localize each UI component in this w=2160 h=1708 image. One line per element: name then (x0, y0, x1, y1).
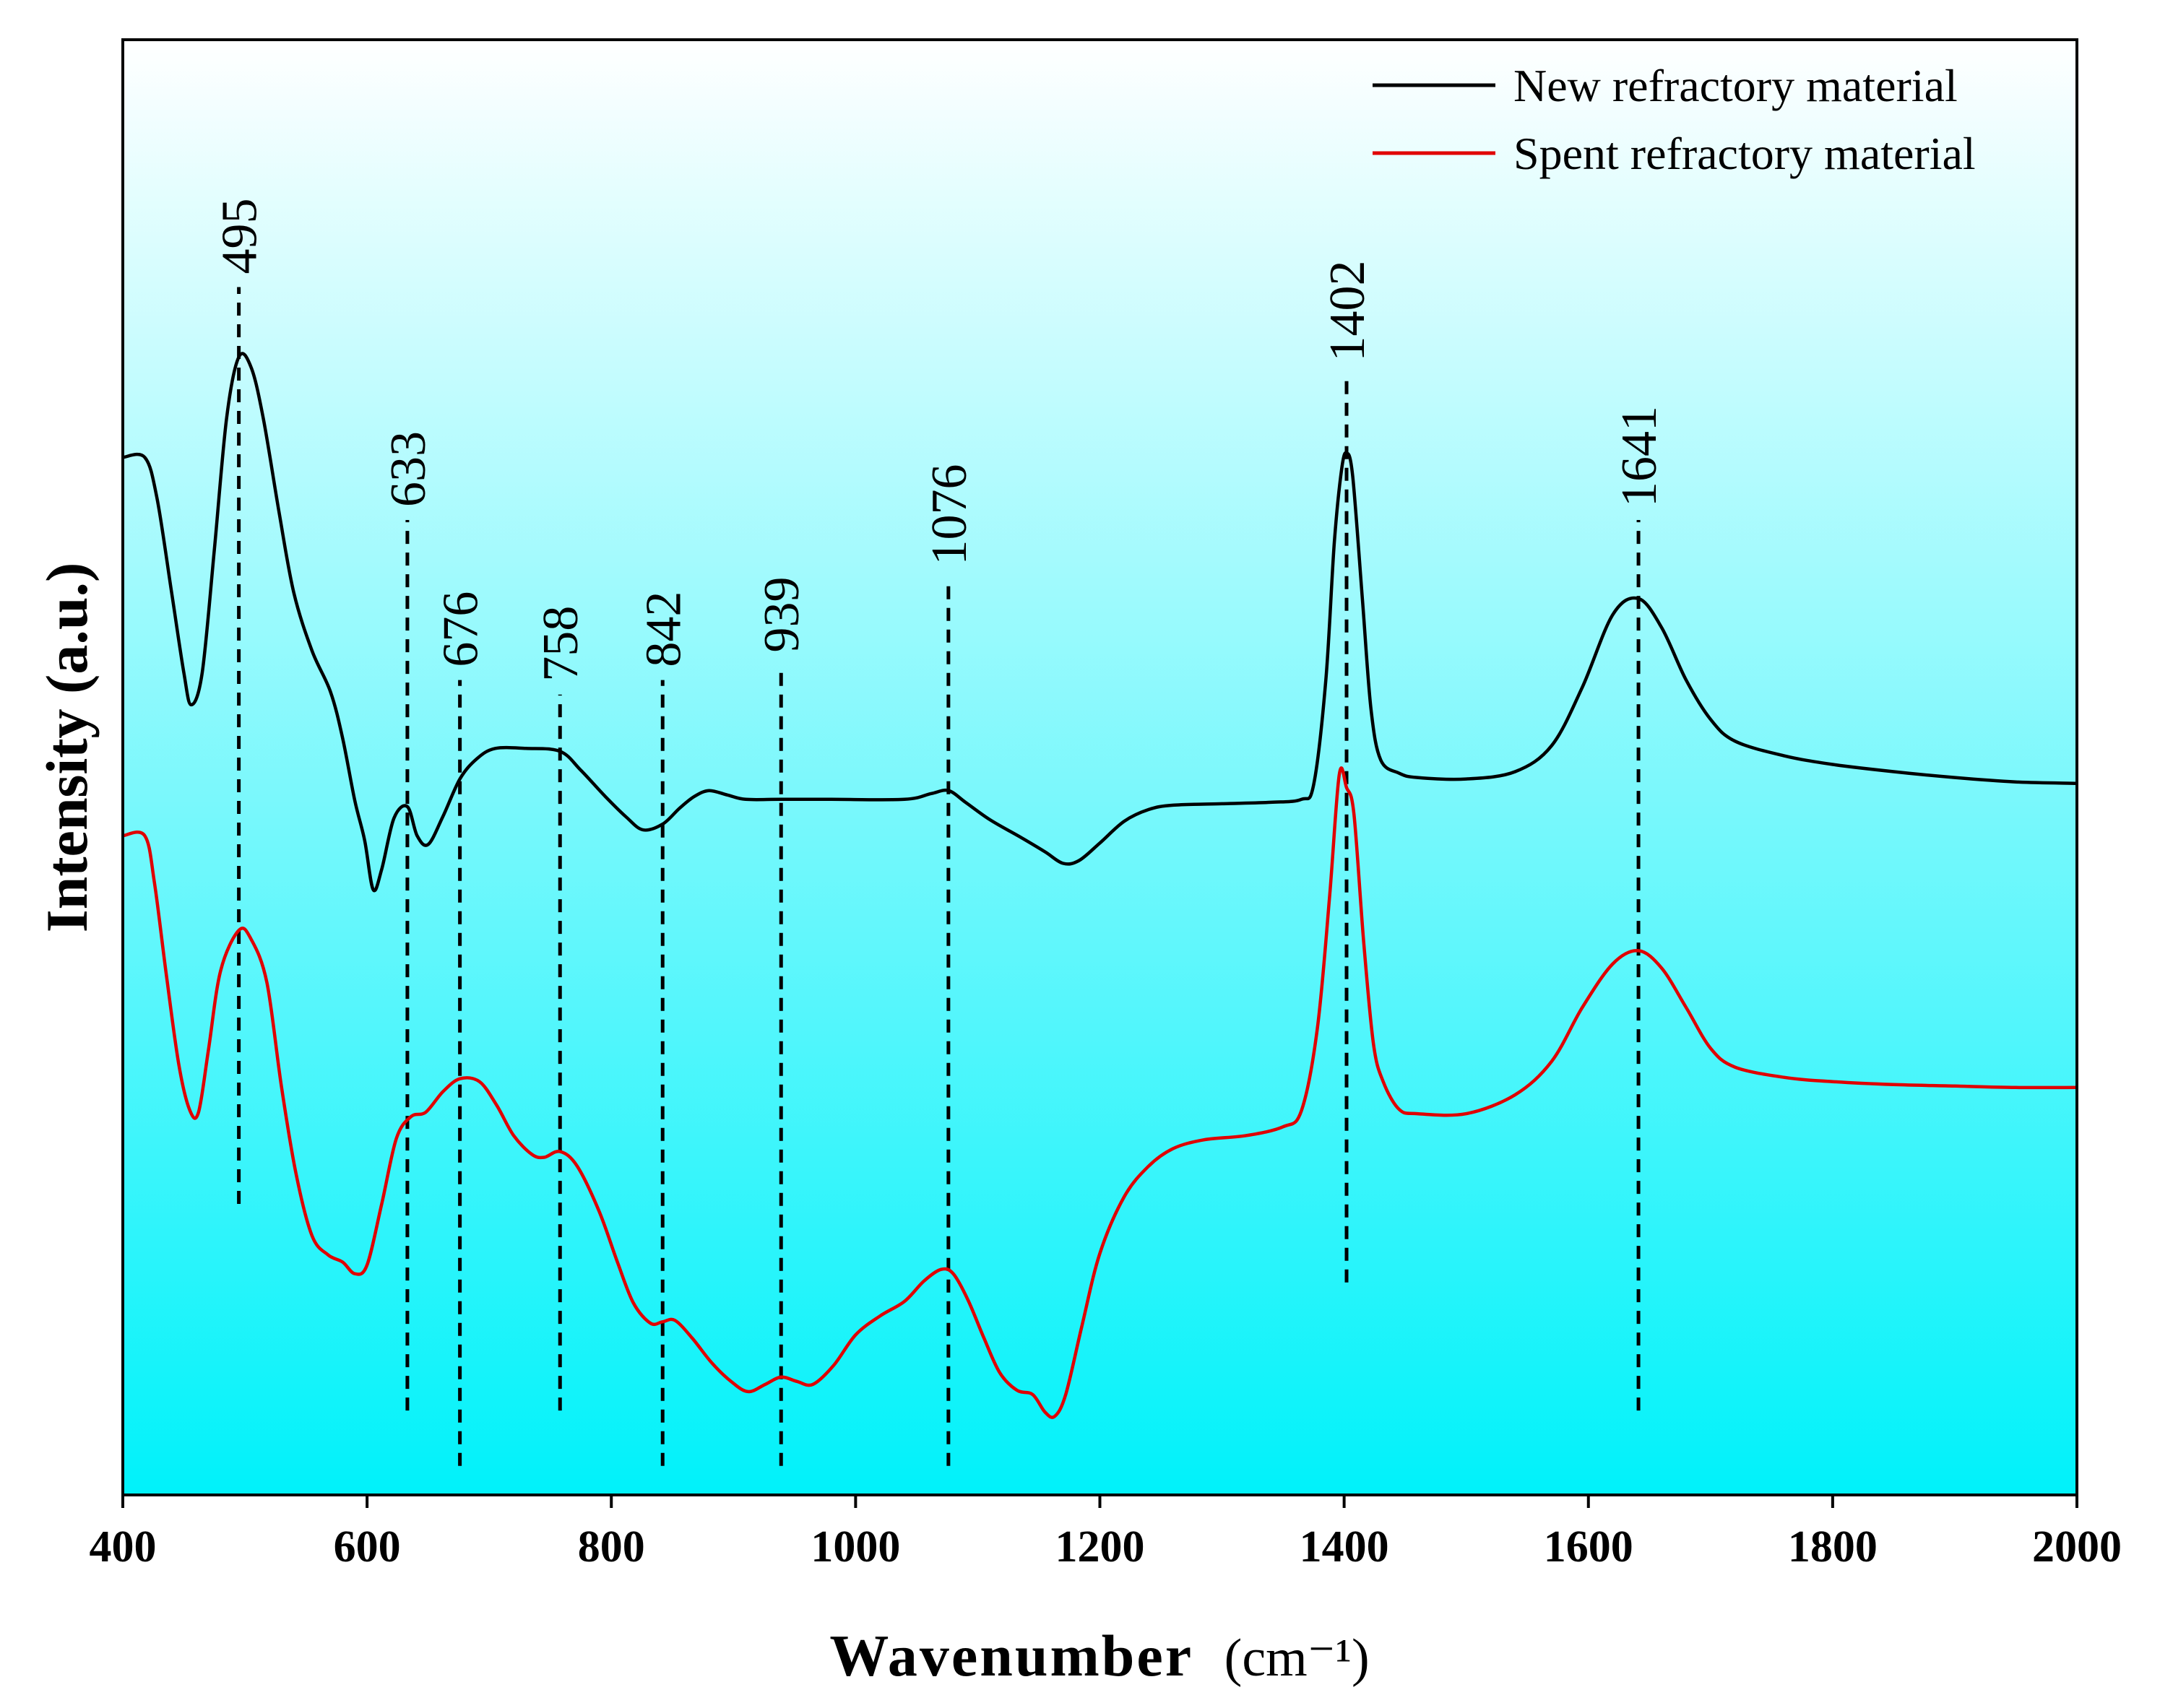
x-tick-label-600: 600 (334, 1522, 401, 1572)
x-tick-label-1200: 1200 (1055, 1522, 1145, 1572)
peak-label-1641: 1641 (1612, 406, 1667, 507)
legend: New refractory material Spent refractory… (1373, 60, 1976, 179)
series-line-new (122, 352, 2078, 893)
legend-label-new: New refractory material (1513, 60, 1958, 111)
series-lines (122, 352, 2078, 1419)
series-line-spent (122, 766, 2078, 1419)
x-axis-ticks: 400 600 800 1000 1200 1400 1600 1800 2000 (90, 1495, 2122, 1572)
x-tick-label-2000: 2000 (2032, 1522, 2122, 1572)
peak-label-676: 676 (433, 591, 489, 667)
x-axis-unit: (cm⁻¹) (1224, 1629, 1370, 1688)
peak-label-1076: 1076 (922, 464, 977, 565)
x-tick-label-1400: 1400 (1300, 1522, 1389, 1572)
peak-label-633: 633 (381, 431, 436, 507)
x-axis-title: Wavenumber (cm⁻¹) (829, 1623, 1369, 1689)
legend-label-spent: Spent refractory material (1513, 128, 1976, 179)
plot-background (123, 40, 2077, 1495)
x-tick-label-1000: 1000 (811, 1522, 900, 1572)
x-tick-label-1600: 1600 (1544, 1522, 1633, 1572)
x-axis-label: Wavenumber (829, 1623, 1193, 1689)
peak-label-842: 842 (636, 591, 691, 667)
x-tick-label-1800: 1800 (1788, 1522, 1878, 1572)
peak-label-495: 495 (212, 199, 268, 274)
x-tick-label-400: 400 (90, 1522, 157, 1572)
x-tick-label-800: 800 (578, 1522, 645, 1572)
peak-label-1402: 1402 (1320, 260, 1375, 361)
y-axis-title: Intensity (a.u.) (34, 563, 100, 933)
peak-label-758: 758 (533, 606, 589, 682)
peak-annotations: 495 633 676 758 842 939 1076 1402 1641 (212, 199, 1667, 1466)
peak-label-939: 939 (754, 576, 810, 652)
